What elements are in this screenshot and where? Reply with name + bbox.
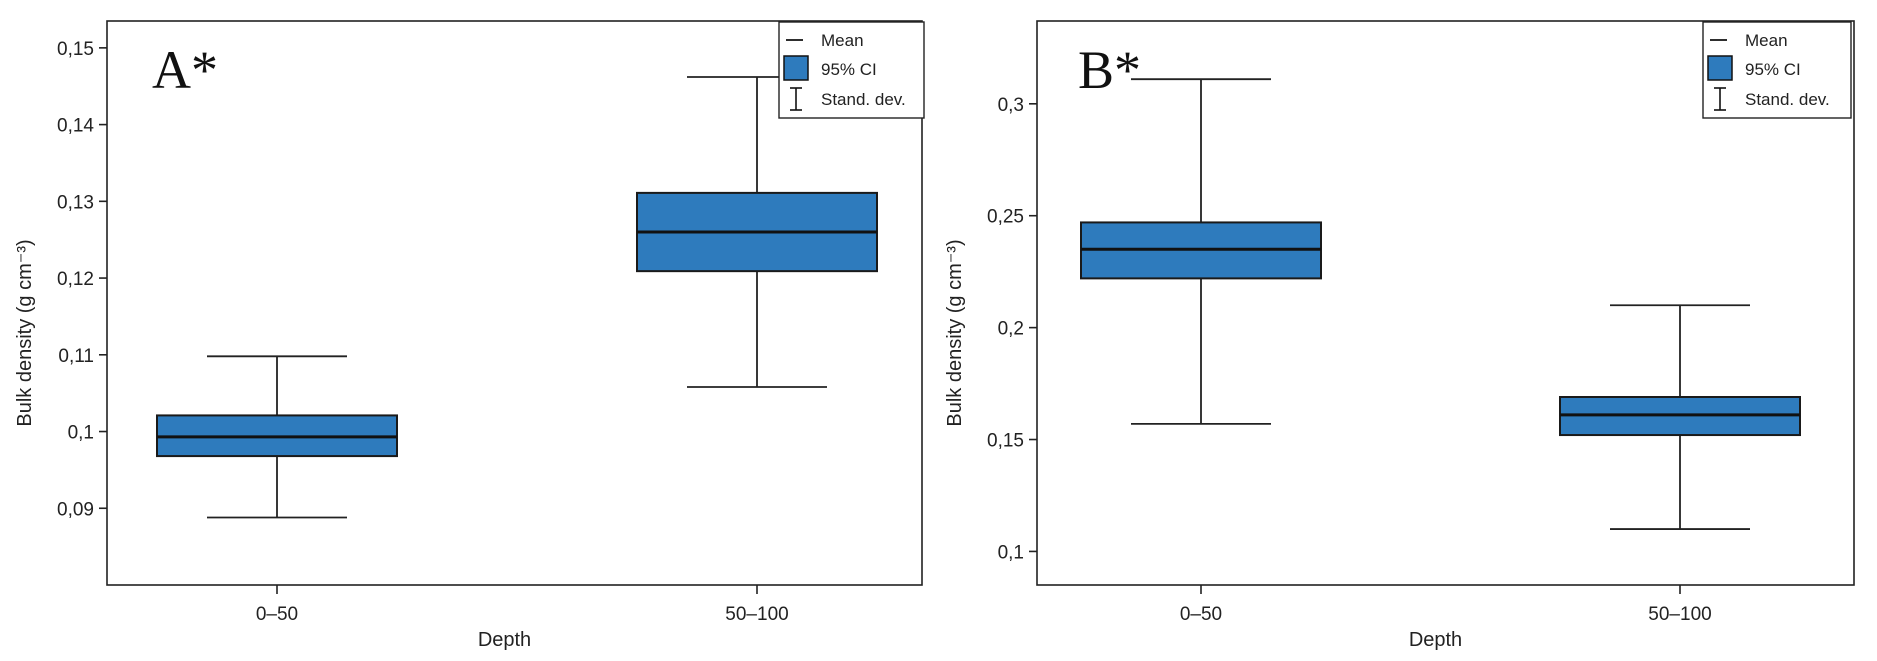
panel-label: B*	[1078, 40, 1141, 100]
series-1	[636, 76, 878, 388]
y-tick-label: 0,15	[57, 39, 94, 60]
y-tick-label: 0,09	[57, 499, 94, 520]
legend-sd-label: Stand. dev.	[1745, 90, 1830, 109]
y-tick-label: 0,1	[998, 542, 1024, 563]
series-0	[1080, 78, 1322, 425]
legend-ci-label: 95% CI	[821, 60, 877, 79]
legend: Mean 95% CI Stand. dev.	[1702, 21, 1852, 119]
y-tick-label: 0,25	[987, 207, 1024, 228]
legend-mean-label: Mean	[821, 31, 864, 50]
plot-frame	[106, 20, 923, 586]
y-tick-label: 0,15	[987, 431, 1024, 452]
y-axis-title: Bulk density (g cm⁻³)	[14, 239, 36, 426]
legend-ci-swatch	[783, 55, 809, 81]
x-tick-label: 0–50	[256, 604, 298, 625]
panel-label: A*	[152, 40, 218, 100]
y-tick-label: 0,14	[57, 116, 94, 137]
x-tick-label: 0–50	[1180, 604, 1222, 625]
y-tick-label: 0,12	[57, 269, 94, 290]
x-axis-title: Depth	[1409, 629, 1462, 651]
y-tick-label: 0,3	[998, 95, 1024, 116]
chart-panel-a: 0,09 0,1 0,11 0,12 0,13 0,14 0,15 0–50 50–100 Dep…	[14, 20, 925, 651]
y-tick-label: 0,11	[58, 346, 94, 367]
x-tick-label: 50–100	[1648, 604, 1711, 625]
series-0	[156, 355, 398, 519]
legend-ci-swatch	[1707, 55, 1733, 81]
y-axis-title: Bulk density (g cm⁻³)	[944, 239, 966, 426]
legend: Mean 95% CI Stand. dev.	[778, 21, 925, 119]
legend-ci-label: 95% CI	[1745, 60, 1801, 79]
legend-mean-label: Mean	[1745, 31, 1788, 50]
y-tick-label: 0,1	[68, 423, 94, 444]
y-tick-label: 0,13	[57, 192, 94, 213]
chart-panel-b: 0,1 0,15 0,2 0,25 0,3 0–50 50–100 Depth Bulk den…	[944, 20, 1855, 651]
x-axis-title: Depth	[478, 629, 531, 651]
legend-sd-label: Stand. dev.	[821, 90, 906, 109]
plot-frame	[1036, 20, 1855, 586]
x-tick-label: 50–100	[725, 604, 788, 625]
series-1	[1559, 304, 1801, 530]
y-tick-label: 0,2	[998, 319, 1024, 340]
